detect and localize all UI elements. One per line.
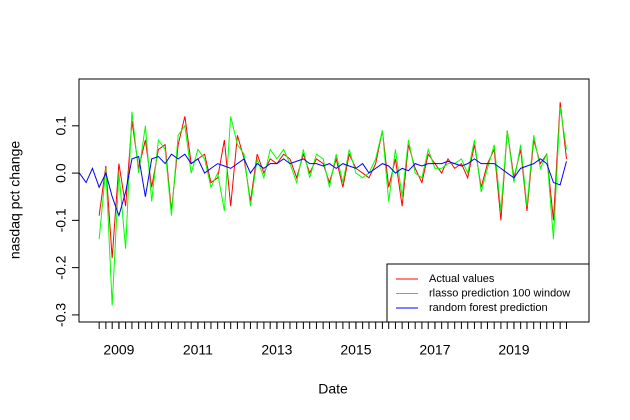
y-tick-label: 0.1 — [53, 116, 69, 136]
x-tick-label: 2009 — [103, 342, 134, 358]
x-tick-label: 2015 — [340, 342, 371, 358]
y-tick-label: -0.1 — [53, 208, 69, 232]
y-tick-label: -0.2 — [53, 255, 69, 279]
x-tick-label: 2011 — [183, 342, 213, 358]
x-tick-label: 2013 — [261, 342, 292, 358]
series-line — [78, 153, 567, 218]
legend-label: random forest prediction — [429, 302, 548, 314]
x-tick-label: 2017 — [419, 342, 450, 358]
legend-label: rlasso prediction 100 window — [429, 287, 570, 299]
series-line — [98, 106, 567, 306]
y-tick-label: 0.0 — [53, 163, 69, 183]
x-axis-label: Date — [318, 381, 348, 397]
x-tick-label: 2019 — [498, 342, 529, 358]
legend-box — [386, 263, 590, 323]
plot-frame — [78, 78, 590, 323]
y-tick-label: -0.3 — [53, 303, 69, 327]
legend-label: Actual values — [429, 273, 495, 285]
y-axis-label: nasdaq pct change — [7, 141, 23, 260]
